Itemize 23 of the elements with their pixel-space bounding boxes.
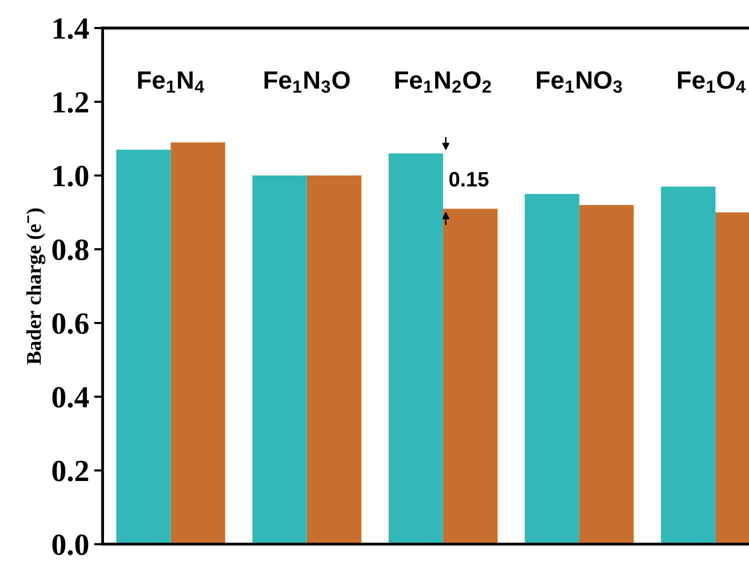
bar bbox=[524, 194, 580, 544]
y-tick-label: 0.4 bbox=[52, 386, 89, 408]
x-tick-label: Fe$_{1}$O$_{4}$ bbox=[678, 71, 746, 93]
y-tick-label: 0.2 bbox=[52, 460, 88, 482]
y-tick-label: 1.0 bbox=[54, 166, 88, 187]
y-tick-label: 0.6 bbox=[52, 313, 89, 334]
y-axis-title: Bader charge (e$^{−}$) bbox=[26, 208, 46, 365]
bar bbox=[388, 153, 444, 544]
bar bbox=[170, 142, 226, 544]
y-tick-label: 0.0 bbox=[52, 534, 88, 556]
annotation: 0.15 bbox=[449, 172, 488, 187]
bar bbox=[252, 176, 307, 544]
bar bbox=[443, 208, 498, 544]
y-tick-label: 1.2 bbox=[54, 92, 88, 113]
bar bbox=[306, 176, 362, 544]
bar bbox=[116, 150, 171, 544]
x-tick-label: Fe$_{1}$NO$_{3}$ bbox=[536, 71, 622, 93]
x-tick-label: Fe$_{1}$N$_{3}$O bbox=[264, 71, 350, 93]
y-tick-label: 0.8 bbox=[52, 240, 88, 260]
y-tick-label: 1.4 bbox=[54, 18, 89, 40]
x-tick-label: Fe$_{1}$N$_{4}$ bbox=[138, 71, 204, 93]
bar bbox=[579, 205, 634, 544]
x-tick-label: Fe$_{1}$N$_{2}$O$_{2}$ bbox=[395, 71, 491, 93]
